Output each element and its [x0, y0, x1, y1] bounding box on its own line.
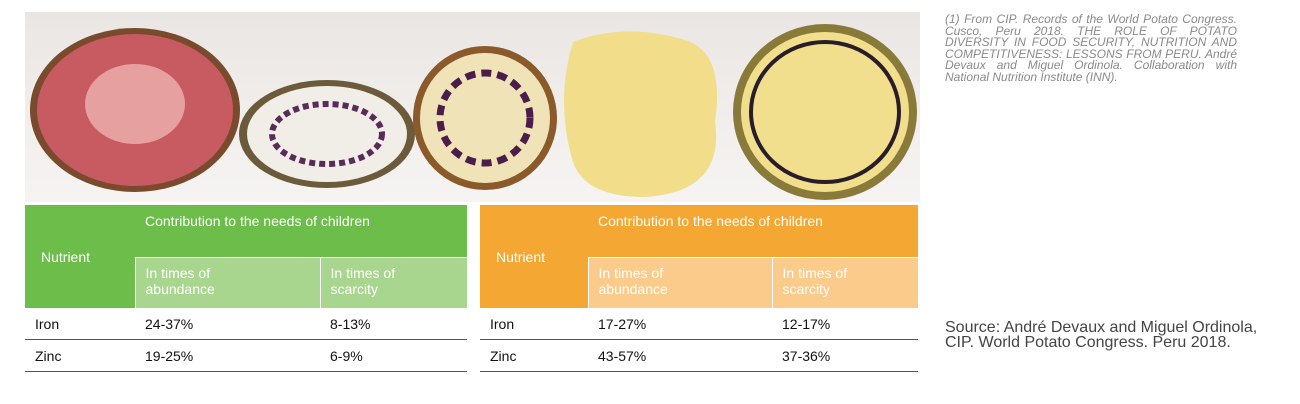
- footnote: (1) From CIP. Records of the World Potat…: [945, 12, 1237, 84]
- subheader-cell: In times of scarcity: [782, 264, 848, 297]
- cell: Zinc: [480, 339, 588, 372]
- cell: 19-25%: [135, 339, 320, 372]
- subheader-cell: In times of abundance: [145, 264, 215, 297]
- potato-photo: [25, 12, 920, 202]
- cell: 24-37%: [135, 308, 320, 340]
- cell: 12-17%: [772, 308, 918, 340]
- table-left: Nutrient Contribution to the needs of chi…: [25, 205, 467, 372]
- cell: 37-36%: [772, 339, 918, 372]
- header-cell: Contribution to the needs of children: [135, 205, 467, 257]
- table-right: Nutrient Contribution to the needs of chi…: [480, 205, 918, 372]
- cell: 43-57%: [588, 339, 772, 372]
- subheader-cell: In times of abundance: [598, 264, 668, 297]
- header-cell: Contribution to the needs of children: [588, 205, 918, 257]
- header-cell: Nutrient: [480, 205, 588, 308]
- source: Source: André Devaux and Miguel Ordinola…: [945, 319, 1258, 351]
- cell: Iron: [480, 308, 588, 340]
- subheader-cell: In times of scarcity: [330, 264, 396, 297]
- cell: Iron: [25, 308, 135, 340]
- cell: 8-13%: [320, 308, 467, 340]
- header-cell: Nutrient: [25, 205, 135, 308]
- cell: 6-9%: [320, 339, 467, 372]
- cell: 17-27%: [588, 308, 772, 340]
- cell: Zinc: [25, 339, 135, 372]
